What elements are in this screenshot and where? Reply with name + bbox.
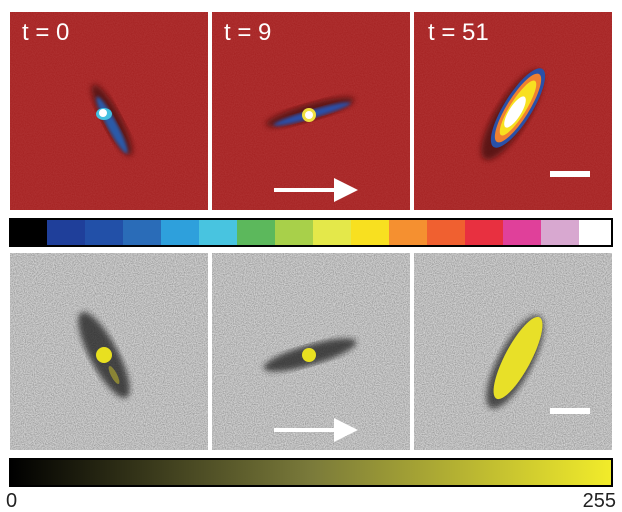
scale-bar (550, 171, 590, 177)
colorbar-max: 255 (583, 490, 616, 512)
panel-label: t = 0 (22, 19, 69, 46)
figure: t = 0 t = 9 t = 51 (0, 0, 622, 512)
lookup-table-bar (10, 219, 612, 246)
colorbar-min: 0 (6, 490, 17, 512)
brightfield-row (10, 253, 612, 450)
intensity-bar (10, 459, 612, 486)
panel-label: t = 51 (428, 19, 489, 46)
panel-label: t = 9 (224, 19, 271, 46)
fluorescence-row: t = 0 t = 9 t = 51 (10, 12, 612, 210)
scale-bar (550, 408, 590, 414)
